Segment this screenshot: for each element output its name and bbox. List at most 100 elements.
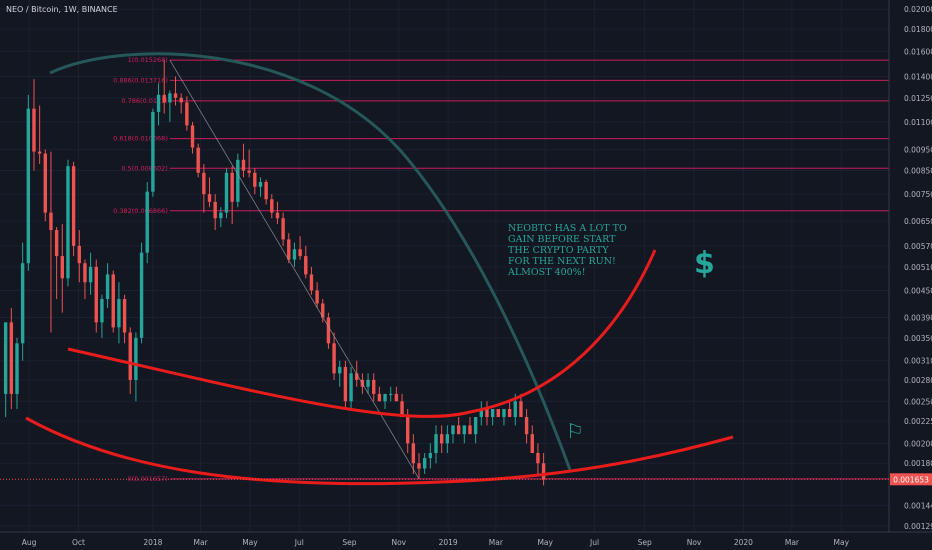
candle-body (236, 159, 240, 202)
candle-body (156, 94, 161, 112)
annotation-note[interactable]: NEOBTC HAS A LOT TO GAIN BEFORE START TH… (508, 223, 648, 278)
lower-bowl-curve (25, 416, 734, 486)
candle-body (530, 434, 534, 454)
candle-body (422, 458, 427, 469)
candle-body (117, 299, 121, 328)
drawings[interactable] (25, 52, 734, 486)
candle-body (20, 263, 25, 344)
candle-body (264, 181, 268, 200)
time-axis[interactable]: Aug Oct 2018 Mar May Jul Sep Nov 2019 Mar May Jul Se… (22, 538, 850, 547)
price-tick-label: 0.001290 (904, 522, 932, 531)
candle-body (100, 299, 104, 323)
symbol-label: NEO / Bitcoin, 1W, BINANCE (6, 5, 118, 14)
candle-body (54, 230, 59, 257)
candle-body (122, 299, 127, 333)
candle-body (105, 274, 110, 300)
candle-body (451, 425, 455, 435)
candle-body (502, 408, 506, 418)
candle-body (298, 249, 302, 257)
candle-body (366, 379, 370, 387)
price-tick-label: 0.004500 (904, 286, 932, 295)
time-tick-label: Sep (638, 538, 652, 547)
candle-body (230, 172, 234, 202)
candle-body (77, 245, 81, 264)
time-tick-label: Oct (72, 538, 85, 547)
last-price-label: 0.001653 (893, 475, 929, 484)
fib-level-label: 0.886(0.013716) (113, 76, 168, 84)
note-line: ALMOST 400%! (508, 267, 586, 278)
price-tick-label: 0.007500 (904, 190, 932, 199)
arc-curve (49, 52, 572, 471)
price-tick-label: 0.001800 (904, 459, 932, 468)
candle-body (253, 172, 257, 187)
candle-body (343, 366, 348, 402)
candle-body (281, 218, 285, 240)
candle-body (275, 212, 280, 219)
candle-body (315, 290, 319, 304)
candle-body (332, 343, 336, 374)
time-tick-label: Aug (22, 538, 37, 547)
time-tick-label: Mar (194, 538, 209, 547)
note-line: FOR THE NEXT RUN! (508, 256, 616, 267)
note-line: GAIN BEFORE START (508, 234, 616, 245)
candle-body (496, 408, 500, 418)
time-tick-label: Sep (342, 538, 356, 547)
candle-body (207, 194, 212, 202)
candle-body (134, 337, 138, 380)
candle-body (377, 393, 382, 402)
candle-body (479, 408, 484, 418)
candle-body (394, 393, 399, 402)
candle-body (111, 274, 115, 328)
candle-body (287, 239, 291, 260)
fib-level-label: 0.618(0.010068) (113, 135, 168, 143)
candle-body (321, 303, 325, 318)
dollar-icon[interactable]: $ (694, 246, 715, 281)
candle-body (190, 125, 195, 148)
candle-body (213, 201, 217, 219)
candle-body (490, 408, 495, 418)
price-tick-label: 0.003500 (904, 334, 932, 343)
fib-level-label: 0.382(0.006866) (113, 207, 168, 215)
price-tick-label: 0.014000 (904, 72, 932, 81)
candle-body (355, 373, 359, 380)
time-tick-label: May (242, 538, 258, 547)
time-tick-label: Jul (589, 538, 599, 547)
candle-body (60, 256, 64, 279)
candle-body (15, 343, 19, 394)
candle-body (258, 181, 263, 187)
candle-body (88, 266, 93, 283)
candle-body (32, 108, 36, 152)
candle-body (304, 256, 308, 275)
candle-body (26, 108, 31, 264)
candle-body (145, 191, 149, 253)
candle-body (326, 317, 331, 344)
flag-icon[interactable]: ⚐ (566, 419, 584, 443)
candle-body (94, 266, 98, 323)
candle-body (202, 172, 206, 195)
note-line: NEOBTC HAS A LOT TO (508, 223, 627, 234)
time-tick-label: May (834, 538, 850, 547)
candle-body (383, 393, 387, 402)
candle-body (456, 425, 461, 435)
time-tick-label: 2020 (734, 538, 753, 547)
price-tick-label: 0.001440 (904, 501, 932, 510)
price-tick-label: 0.011000 (904, 118, 932, 127)
candle-body (400, 401, 404, 418)
time-tick-label: 2019 (439, 538, 458, 547)
candle-body (338, 366, 342, 374)
price-tick-label: 0.005100 (904, 263, 932, 272)
price-tick-label: 0.002500 (904, 397, 932, 406)
candle-body (428, 453, 433, 459)
price-tick-label: 0.003100 (904, 357, 932, 366)
candle-body (507, 408, 512, 418)
candle-body (417, 463, 421, 469)
time-tick-label: May (537, 538, 553, 547)
candle-body (541, 463, 546, 480)
candle-body (270, 199, 274, 213)
price-tick-label: 0.012500 (904, 94, 932, 103)
time-tick-label: Jul (294, 538, 304, 547)
candle-body (536, 453, 540, 464)
price-axis[interactable]: 0.020000 0.018000 0.016000 0.014000 0.012500… (0, 5, 932, 531)
